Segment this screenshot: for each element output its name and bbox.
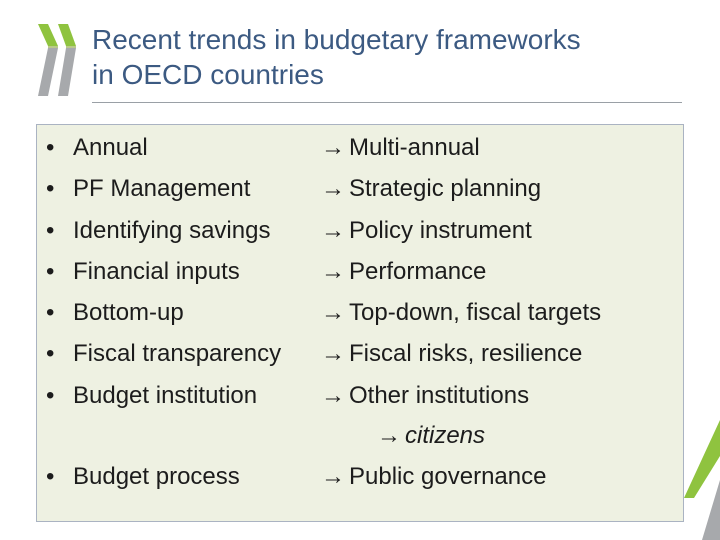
sub-note: → citizens — [377, 417, 485, 455]
old-trend: PF Management — [73, 175, 251, 202]
old-trend: Financial inputs — [73, 258, 240, 285]
corner-decoration-icon — [684, 420, 720, 540]
new-trend: → Multi-annual — [321, 129, 480, 167]
bullet-icon: • — [46, 463, 55, 490]
arrow-icon: → — [321, 299, 345, 326]
bullet-icon: • — [46, 340, 55, 367]
old-trend: Identifying savings — [73, 217, 271, 244]
arrow-icon: → — [321, 258, 345, 285]
arrow-icon: → — [321, 134, 345, 161]
old-trend: Budget process — [73, 463, 240, 490]
title-divider — [92, 102, 682, 103]
new-trend: → Top-down, fiscal targets — [321, 294, 601, 332]
bullet-icon: • — [46, 175, 55, 202]
new-trend: → Fiscal risks, resilience — [321, 335, 582, 373]
old-trend: Fiscal transparency — [73, 340, 282, 367]
new-trend: → Other institutions — [321, 377, 529, 415]
slide-title: Recent trends in budgetary frameworks in… — [92, 22, 692, 92]
arrow-icon: → — [321, 382, 345, 409]
title-line-1: Recent trends in budgetary frameworks — [92, 24, 581, 55]
oecd-logo-icon — [38, 24, 76, 96]
new-trend: → Policy instrument — [321, 212, 532, 250]
new-trend: → Strategic planning — [321, 170, 541, 208]
arrow-icon: → — [321, 217, 345, 244]
new-trend: → Public governance — [321, 458, 546, 496]
bullet-icon: • — [46, 258, 55, 285]
bullet-icon: • — [46, 299, 55, 326]
bullet-icon: • — [46, 217, 55, 244]
title-line-2: in OECD countries — [92, 59, 324, 90]
content-panel: • Annual → Multi-annual • PF Management →… — [36, 124, 684, 522]
arrow-icon: → — [321, 463, 345, 490]
arrow-icon: → — [377, 422, 401, 449]
bullet-icon: • — [46, 382, 55, 409]
new-trend: → Performance — [321, 253, 486, 291]
bullet-icon: • — [46, 134, 55, 161]
old-trend: Bottom-up — [73, 299, 184, 326]
arrow-icon: → — [321, 175, 345, 202]
arrow-icon: → — [321, 340, 345, 367]
old-trend: Budget institution — [73, 382, 258, 409]
old-trend: Annual — [73, 134, 148, 161]
